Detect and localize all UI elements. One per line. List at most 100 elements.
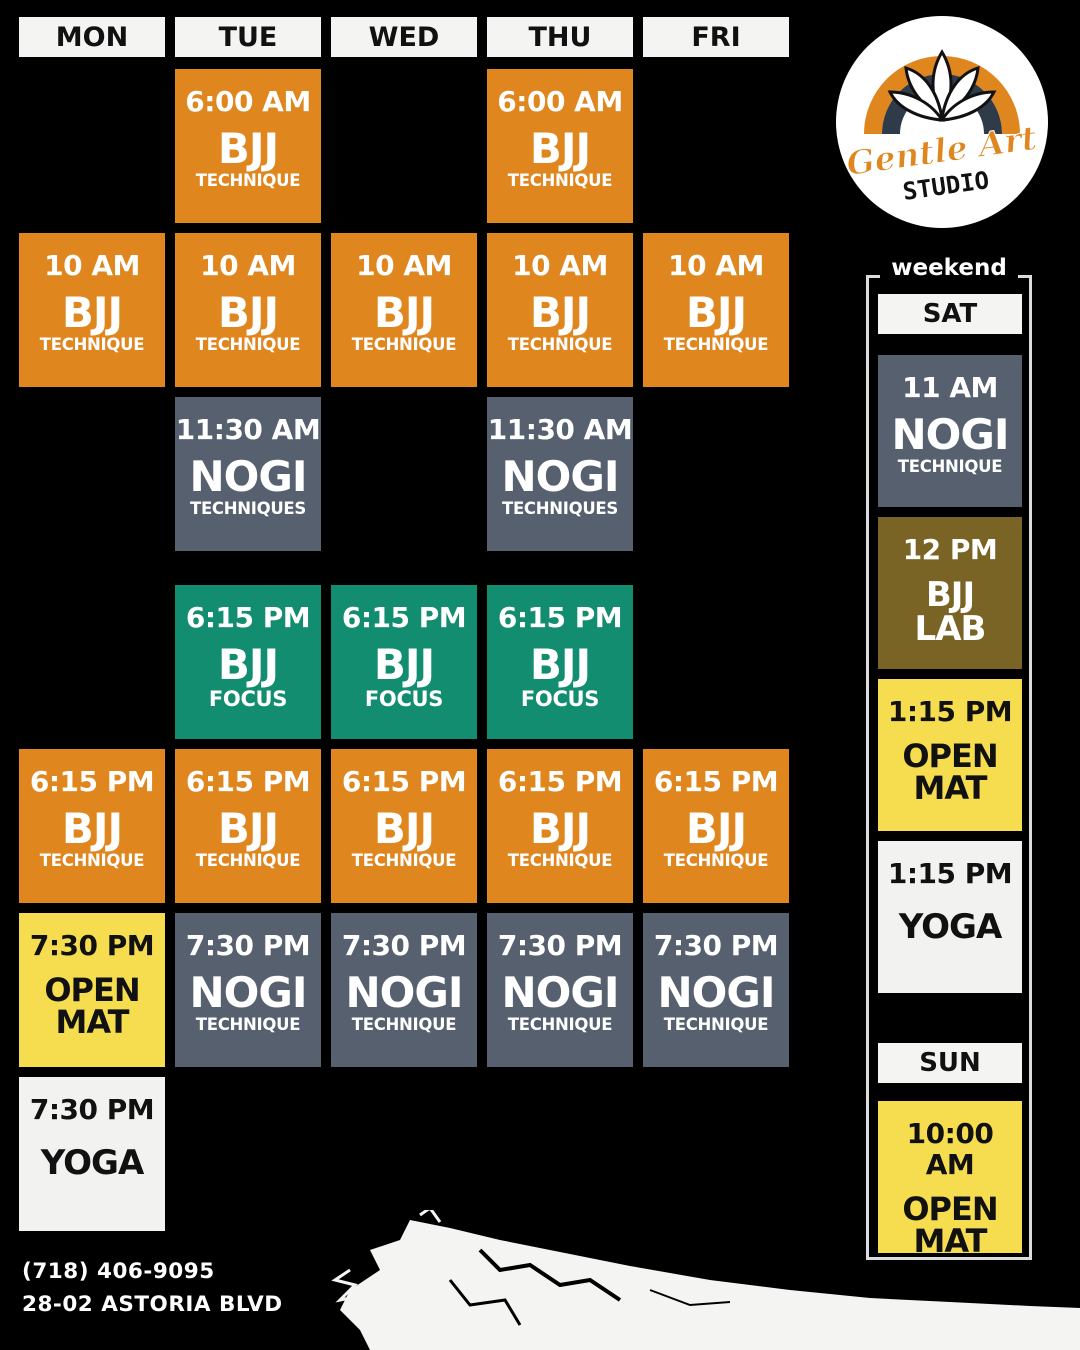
class-name: OPEN MAT	[902, 736, 998, 807]
class-name: BJJ	[529, 803, 591, 853]
class-name: NOGI	[189, 451, 308, 501]
day-header-mon: MON	[19, 17, 165, 57]
class-name: YOGA	[898, 906, 1003, 947]
class-time: 1:15 PM	[887, 695, 1013, 728]
class-tile-thu-615pm-focus: 6:15 PM BJJ FOCUS	[487, 585, 633, 739]
day-header-wed: WED	[331, 17, 477, 57]
class-tile-tue-615pm-focus: 6:15 PM BJJ FOCUS	[175, 585, 321, 739]
class-subtitle: TECHNIQUE	[663, 1014, 769, 1034]
class-time: 7:30 PM	[185, 929, 311, 962]
class-tile-thu-730pm: 7:30 PM NOGI TECHNIQUE	[487, 913, 633, 1067]
class-name: BJJ	[529, 123, 591, 173]
class-time: 7:30 PM	[341, 929, 467, 962]
class-subtitle: TECHNIQUE	[195, 170, 301, 190]
studio-logo: Gentle Art STUDIO	[834, 14, 1050, 230]
class-tile-tue-600am: 6:00 AM BJJ TECHNIQUE	[175, 69, 321, 223]
logo-graphic: Gentle Art STUDIO	[836, 16, 1048, 228]
class-time: 10:00 AM	[906, 1117, 994, 1181]
class-subtitle: TECHNIQUES	[190, 498, 306, 518]
class-name: NOGI	[891, 409, 1010, 459]
class-time: 6:15 PM	[497, 765, 623, 798]
class-tile-thu-1130am: 11:30 AM NOGI TECHNIQUES	[487, 397, 633, 551]
day-header-fri: FRI	[643, 17, 789, 57]
class-tile-tue-10am: 10 AM BJJ TECHNIQUE	[175, 233, 321, 387]
class-subtitle: TECHNIQUE	[351, 850, 457, 870]
class-name: BJJ	[217, 287, 279, 337]
class-tile-thu-10am: 10 AM BJJ TECHNIQUE	[487, 233, 633, 387]
class-time: 11:30 AM	[175, 413, 321, 446]
class-name: BJJ LAB	[914, 574, 987, 649]
day-header-thu: THU	[487, 17, 633, 57]
class-tile-sat-115pm-yoga: 1:15 PM YOGA	[878, 841, 1022, 993]
class-name: BJJ	[217, 639, 279, 689]
class-tile-wed-615pm-focus: 6:15 PM BJJ FOCUS	[331, 585, 477, 739]
class-tile-fri-730pm: 7:30 PM NOGI TECHNIQUE	[643, 913, 789, 1067]
class-subtitle: FOCUS	[520, 686, 600, 711]
class-tile-mon-730pm-open-mat: 7:30 PM OPEN MAT	[19, 913, 165, 1067]
class-tile-wed-730pm: 7:30 PM NOGI TECHNIQUE	[331, 913, 477, 1067]
class-time: 1:15 PM	[887, 857, 1013, 890]
class-time: 6:00 AM	[185, 85, 311, 118]
class-tile-mon-615pm: 6:15 PM BJJ TECHNIQUE	[19, 749, 165, 903]
class-time: 12 PM	[902, 533, 998, 566]
class-subtitle: TECHNIQUE	[351, 334, 457, 354]
class-name: OPEN MAT	[44, 970, 140, 1041]
class-tile-mon-10am: 10 AM BJJ TECHNIQUE	[19, 233, 165, 387]
class-name: BJJ	[685, 803, 747, 853]
class-tile-mon-730pm-yoga: 7:30 PM YOGA	[19, 1077, 165, 1231]
class-name: NOGI	[501, 967, 620, 1017]
class-time: 7:30 PM	[653, 929, 779, 962]
class-tile-fri-615pm: 6:15 PM BJJ TECHNIQUE	[643, 749, 789, 903]
class-tile-tue-730pm: 7:30 PM NOGI TECHNIQUE	[175, 913, 321, 1067]
class-name: NOGI	[189, 967, 308, 1017]
class-tile-sat-115pm-open-mat: 1:15 PM OPEN MAT	[878, 679, 1022, 831]
class-time: 10 AM	[512, 249, 608, 282]
class-subtitle: TECHNIQUE	[897, 456, 1003, 476]
class-time: 6:15 PM	[341, 765, 467, 798]
class-name: BJJ	[217, 803, 279, 853]
class-subtitle: TECHNIQUE	[507, 1014, 613, 1034]
class-time: 6:15 PM	[653, 765, 779, 798]
class-name: BJJ	[685, 287, 747, 337]
class-time: 11:30 AM	[487, 413, 633, 446]
class-time: 11 AM	[902, 371, 998, 404]
class-time: 7:30 PM	[29, 1093, 155, 1126]
class-time: 7:30 PM	[497, 929, 623, 962]
class-name: NOGI	[345, 967, 464, 1017]
class-time: 6:15 PM	[185, 601, 311, 634]
class-subtitle: TECHNIQUE	[507, 334, 613, 354]
class-name: YOGA	[40, 1142, 145, 1183]
class-tile-sat-11am: 11 AM NOGI TECHNIQUE	[878, 355, 1022, 507]
day-header-sat: SAT	[878, 294, 1022, 334]
class-name: BJJ	[217, 123, 279, 173]
class-subtitle: TECHNIQUE	[195, 850, 301, 870]
class-subtitle: TECHNIQUE	[39, 850, 145, 870]
class-name: OPEN MAT	[902, 1189, 998, 1260]
class-tile-thu-615pm: 6:15 PM BJJ TECHNIQUE	[487, 749, 633, 903]
class-subtitle: TECHNIQUE	[663, 850, 769, 870]
class-subtitle: FOCUS	[208, 686, 288, 711]
class-subtitle: TECHNIQUE	[195, 1014, 301, 1034]
address: 28-02 ASTORIA BLVD	[22, 1292, 283, 1317]
class-tile-fri-10am: 10 AM BJJ TECHNIQUE	[643, 233, 789, 387]
class-name: BJJ	[373, 639, 435, 689]
class-name: BJJ	[373, 803, 435, 853]
class-tile-wed-615pm: 6:15 PM BJJ TECHNIQUE	[331, 749, 477, 903]
class-time: 6:00 AM	[497, 85, 623, 118]
class-time: 7:30 PM	[29, 929, 155, 962]
class-time: 6:15 PM	[29, 765, 155, 798]
class-time: 10 AM	[200, 249, 296, 282]
class-subtitle: TECHNIQUE	[507, 170, 613, 190]
class-name: NOGI	[657, 967, 776, 1017]
class-name: BJJ	[373, 287, 435, 337]
class-tile-wed-10am: 10 AM BJJ TECHNIQUE	[331, 233, 477, 387]
class-tile-tue-1130am: 11:30 AM NOGI TECHNIQUES	[175, 397, 321, 551]
class-subtitle: TECHNIQUE	[351, 1014, 457, 1034]
class-subtitle: TECHNIQUES	[502, 498, 618, 518]
class-subtitle: TECHNIQUE	[195, 334, 301, 354]
class-name: BJJ	[529, 639, 591, 689]
class-time: 10 AM	[44, 249, 140, 282]
day-header-sun: SUN	[878, 1043, 1022, 1083]
class-tile-tue-615pm: 6:15 PM BJJ TECHNIQUE	[175, 749, 321, 903]
class-name: BJJ	[529, 287, 591, 337]
